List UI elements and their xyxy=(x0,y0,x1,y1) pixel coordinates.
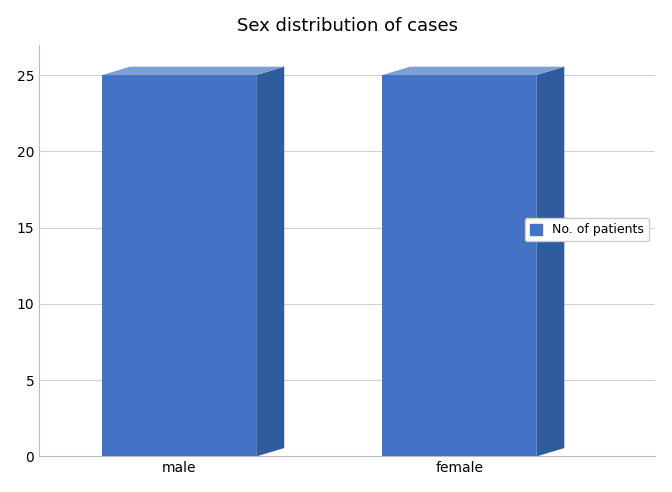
Polygon shape xyxy=(256,67,284,457)
Polygon shape xyxy=(382,75,536,457)
Polygon shape xyxy=(536,67,564,457)
Polygon shape xyxy=(102,67,284,75)
Legend: No. of patients: No. of patients xyxy=(525,218,649,242)
Title: Sex distribution of cases: Sex distribution of cases xyxy=(237,17,458,34)
Polygon shape xyxy=(102,75,256,457)
Polygon shape xyxy=(382,67,564,75)
